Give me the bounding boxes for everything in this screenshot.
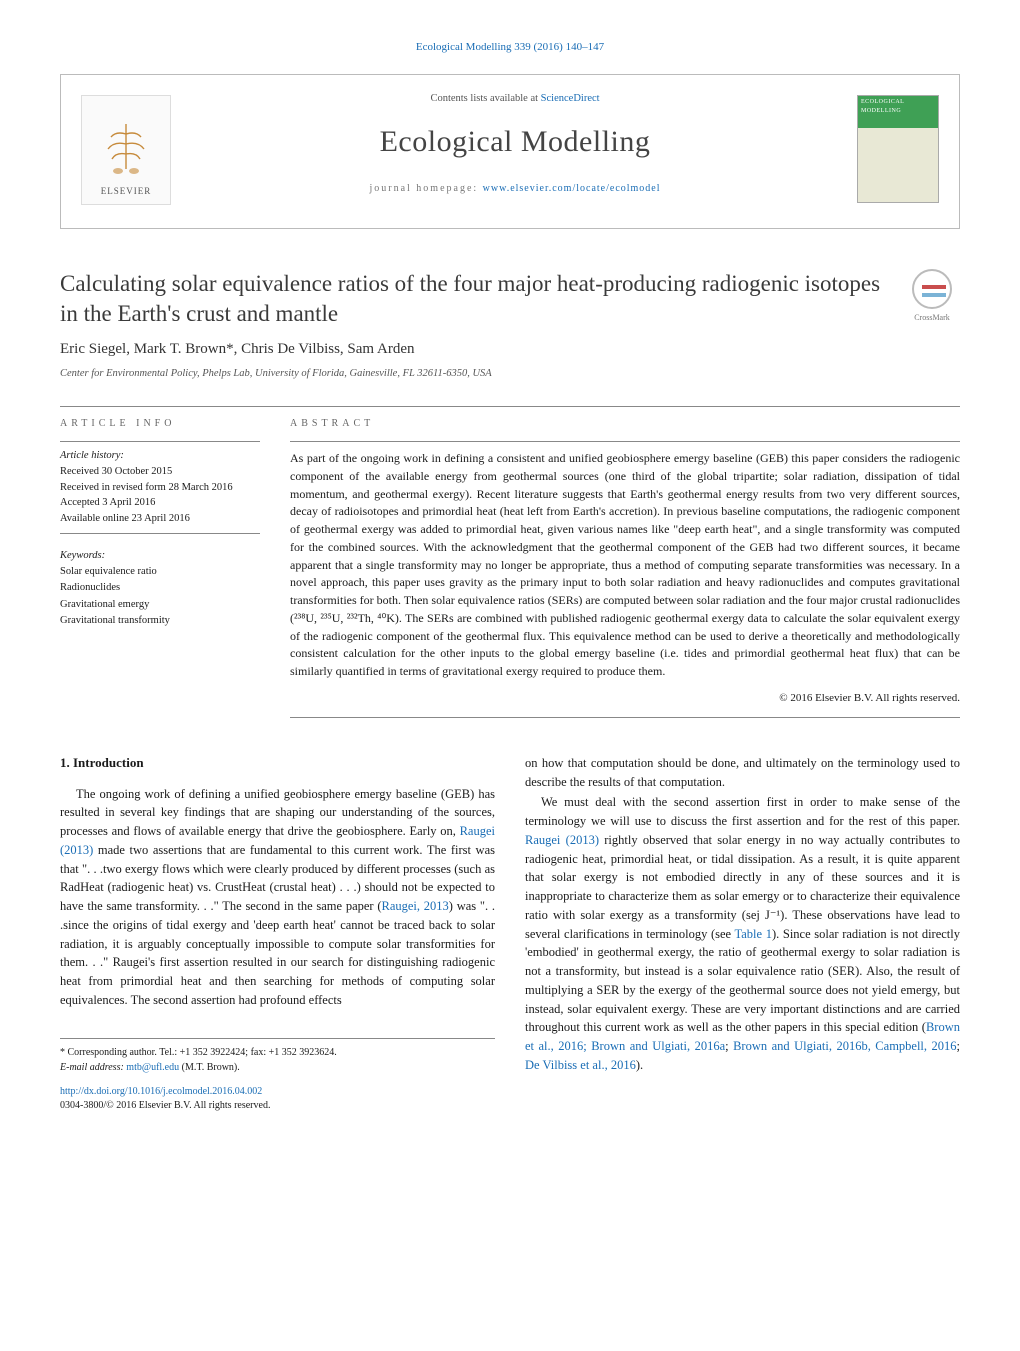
authors: Eric Siegel, Mark T. Brown*, Chris De Vi… [60,339,960,361]
crossmark-label: CrossMark [914,313,950,322]
text: ; [957,1039,960,1053]
homepage-link[interactable]: www.elsevier.com/locate/ecolmodel [483,183,661,194]
contents-line: Contents lists available at ScienceDirec… [201,91,829,106]
citation-link[interactable]: De Vilbiss et al., 2016 [525,1058,636,1072]
keyword: Solar equivalence ratio [60,564,260,580]
article-info-label: ARTICLE INFO [60,417,260,432]
text: ). [636,1058,643,1072]
history-received: Received 30 October 2015 [60,464,260,480]
homepage-line: journal homepage: www.elsevier.com/locat… [201,182,829,197]
issn-copyright: 0304-3800/© 2016 Elsevier B.V. All right… [60,1099,495,1114]
info-abstract-row: ARTICLE INFO Article history: Received 3… [60,417,960,718]
article-title: Calculating solar equivalence ratios of … [60,269,904,329]
affiliation: Center for Environmental Policy, Phelps … [60,366,960,381]
elsevier-label: ELSEVIER [101,185,152,198]
text: rightly observed that solar energy in no… [525,833,960,941]
corresponding-footnote: * Corresponding author. Tel.: +1 352 392… [60,1038,495,1075]
keyword: Radionuclides [60,580,260,596]
email-line: E-mail address: mtb@ufl.edu (M.T. Brown)… [60,1060,495,1075]
sciencedirect-link[interactable]: ScienceDirect [541,93,600,104]
text: We must deal with the second assertion f… [525,795,960,828]
history-heading: Article history: [60,448,260,464]
keyword: Gravitational emergy [60,597,260,613]
journal-cover-thumbnail: ECOLOGICAL MODELLING [857,95,939,203]
body-paragraph: The ongoing work of defining a unified g… [60,785,495,1010]
body-paragraph: We must deal with the second assertion f… [525,793,960,1074]
right-column: on how that computation should be done, … [525,754,960,1114]
header-center: Contents lists available at ScienceDirec… [201,91,829,196]
cover-label: ECOLOGICAL MODELLING [858,96,938,117]
email-label: E-mail address: [60,1062,126,1073]
text: ) was ". . .since the origins of tidal e… [60,899,495,1007]
text: The ongoing work of defining a unified g… [60,787,495,839]
journal-header: ELSEVIER Contents lists available at Sci… [60,74,960,229]
abstract-copyright: © 2016 Elsevier B.V. All rights reserved… [290,691,960,718]
email-suffix: (M.T. Brown). [179,1062,240,1073]
intro-heading: 1. Introduction [60,754,495,773]
email-link[interactable]: mtb@ufl.edu [126,1062,179,1073]
title-row: Calculating solar equivalence ratios of … [60,269,960,329]
abstract-label: ABSTRACT [290,417,960,432]
running-citation: Ecological Modelling 339 (2016) 140–147 [60,40,960,56]
text: ). Since solar radiation is not directly… [525,927,960,1035]
citation-link[interactable]: Raugei, 2013 [382,899,449,913]
history-revised: Received in revised form 28 March 2016 [60,480,260,496]
corresponding-author: * Corresponding author. Tel.: +1 352 392… [60,1045,495,1060]
doi-block: http://dx.doi.org/10.1016/j.ecolmodel.20… [60,1085,495,1114]
keyword: Gravitational transformity [60,613,260,629]
history-accepted: Accepted 3 April 2016 [60,495,260,511]
contents-prefix: Contents lists available at [430,93,540,104]
doi-link[interactable]: http://dx.doi.org/10.1016/j.ecolmodel.20… [60,1085,495,1100]
elsevier-logo: ELSEVIER [81,95,171,205]
body-paragraph: on how that computation should be done, … [525,754,960,792]
citation-link[interactable]: Raugei (2013) [525,833,599,847]
keywords-block: Keywords: Solar equivalence ratio Radion… [60,548,260,629]
body-columns: 1. Introduction The ongoing work of defi… [60,754,960,1114]
article-info-column: ARTICLE INFO Article history: Received 3… [60,417,260,718]
citation-link[interactable]: Brown and Ulgiati, 2016b, Campbell, 2016 [733,1039,956,1053]
abstract-column: ABSTRACT As part of the ongoing work in … [290,417,960,718]
article-history: Article history: Received 30 October 201… [60,441,260,534]
crossmark-badge[interactable]: CrossMark [904,269,960,324]
history-online: Available online 23 April 2016 [60,511,260,527]
rule [60,406,960,407]
left-column: 1. Introduction The ongoing work of defi… [60,754,495,1114]
keywords-heading: Keywords: [60,548,260,564]
crossmark-icon [912,269,952,309]
abstract-text: As part of the ongoing work in defining … [290,441,960,681]
table-link[interactable]: Table 1 [735,927,772,941]
text: ; [725,1039,733,1053]
homepage-label: journal homepage: [369,183,482,194]
elsevier-tree-icon [96,119,156,179]
journal-name: Ecological Modelling [201,120,829,164]
